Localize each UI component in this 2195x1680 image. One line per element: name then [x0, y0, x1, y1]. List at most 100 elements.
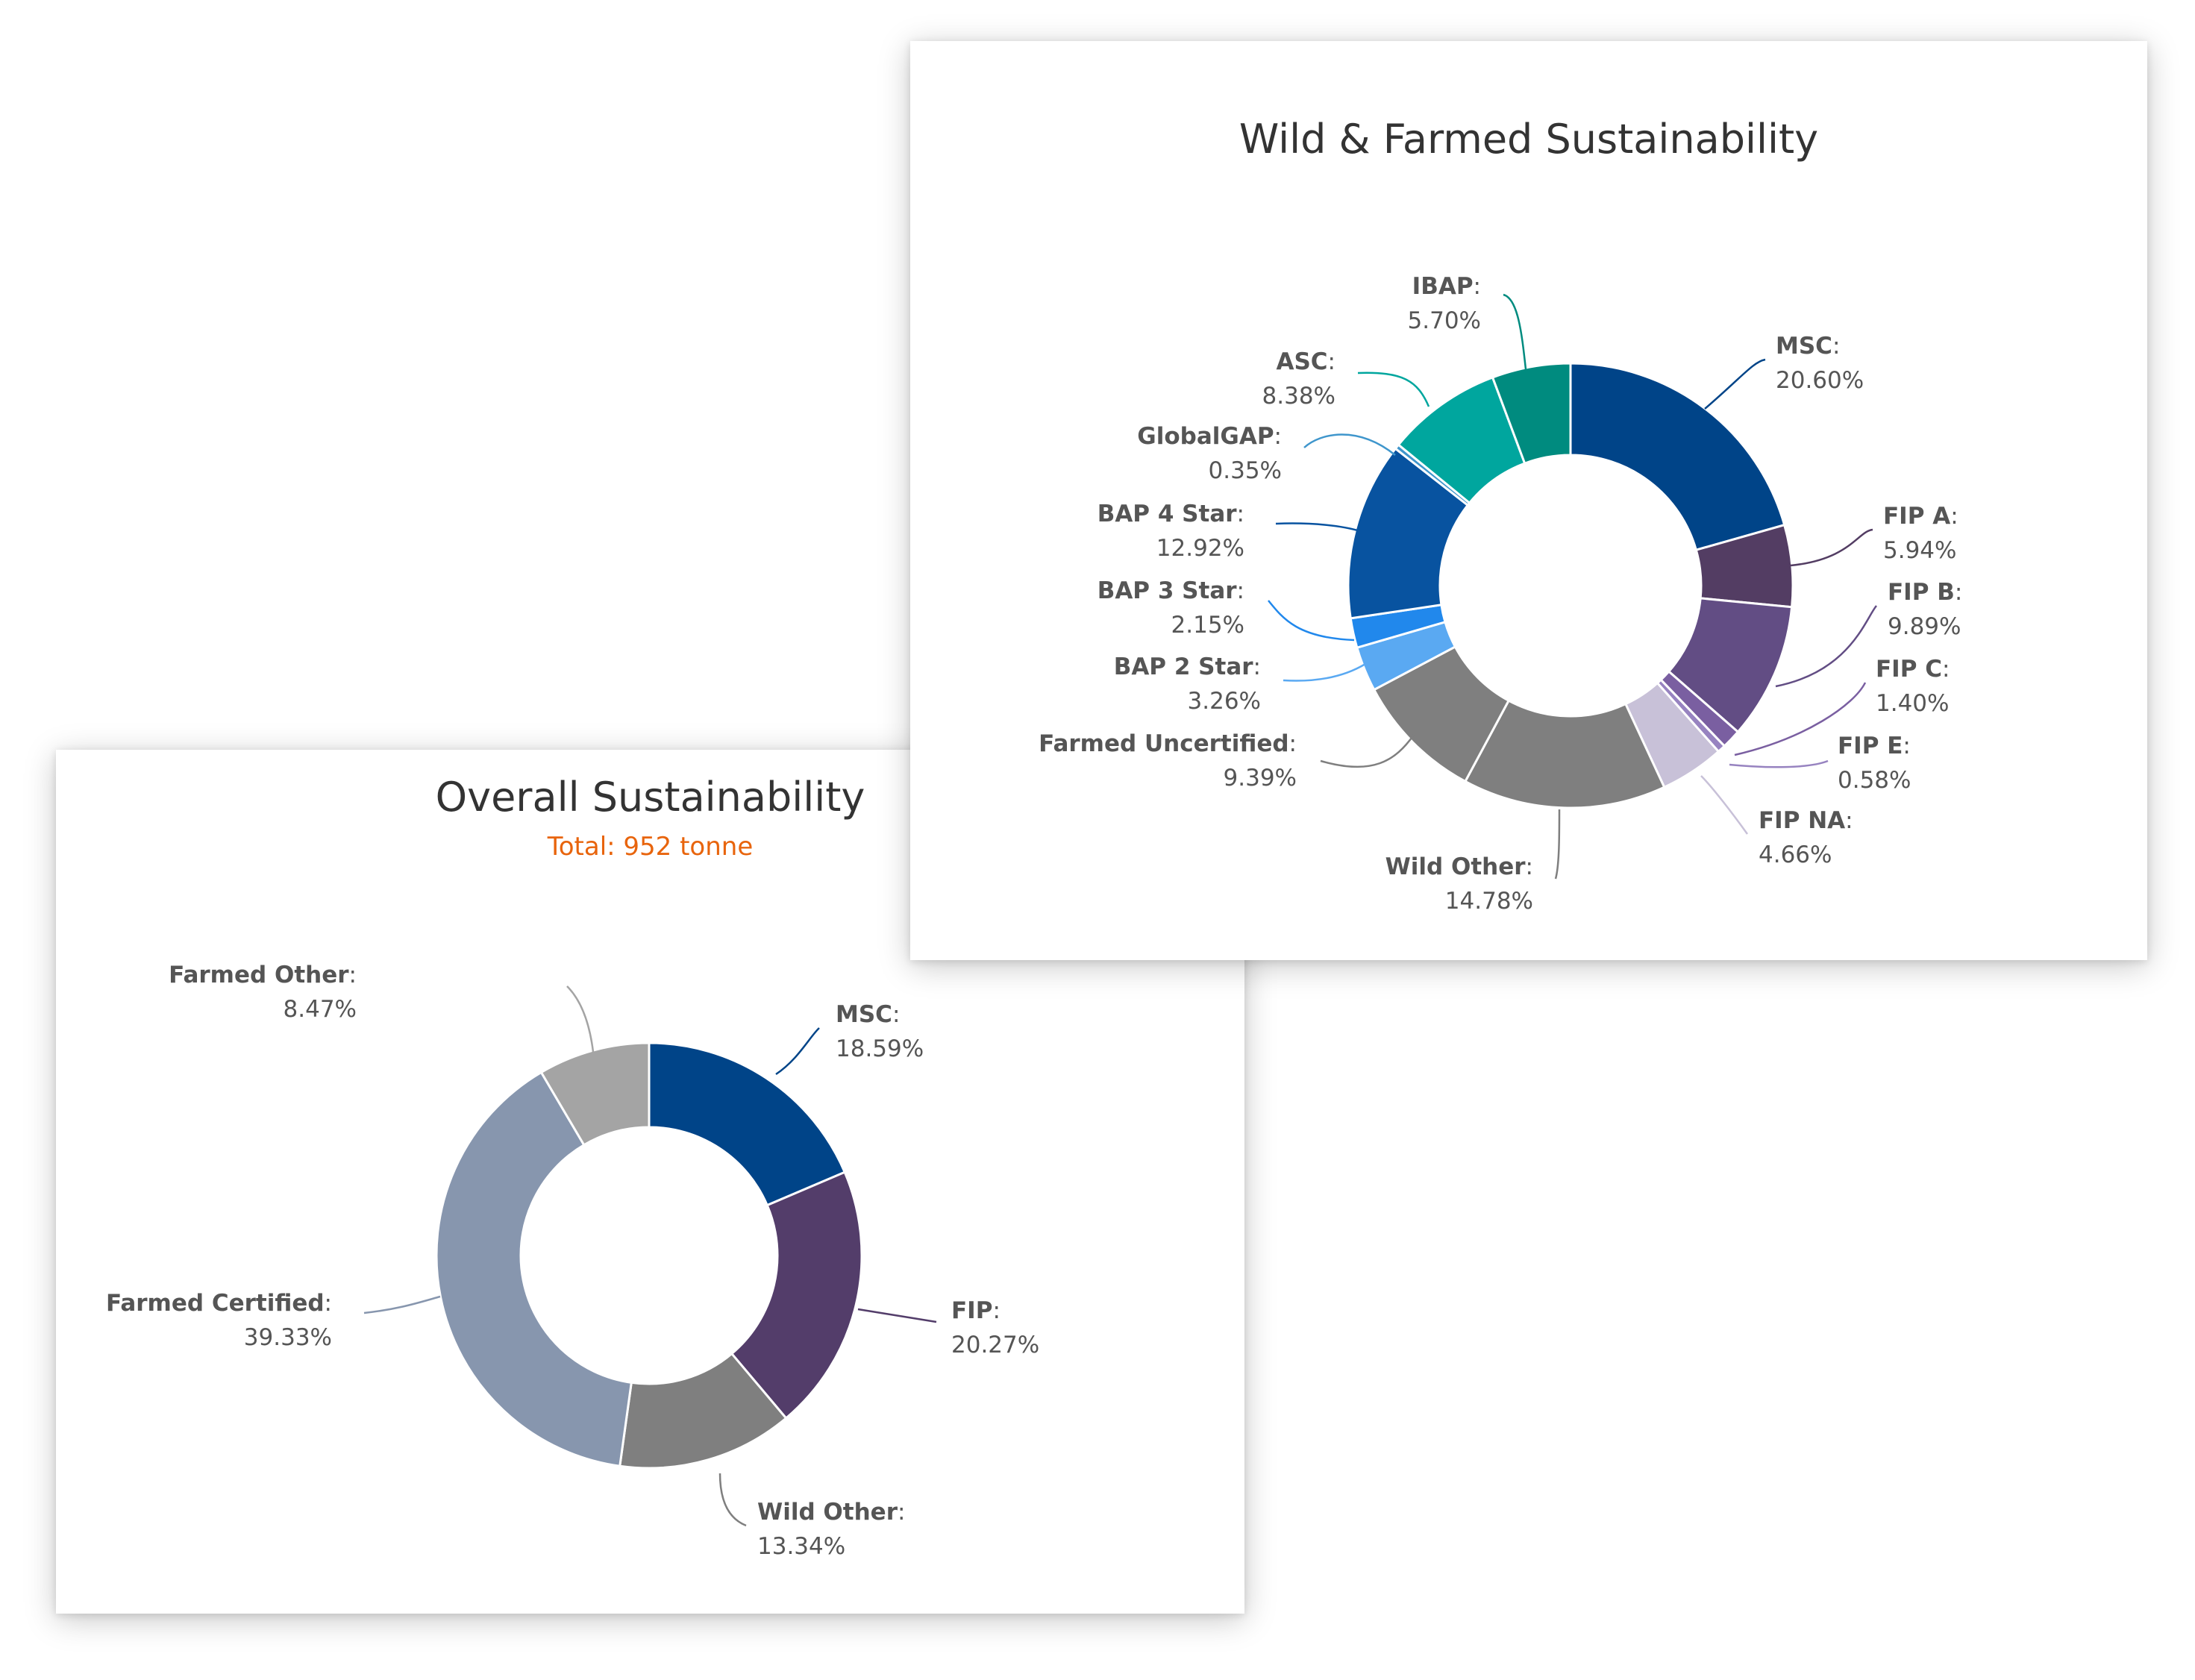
wild-slice-ibap[interactable]: [1491, 362, 1572, 466]
wild-label-value-farmed-uncertified: 9.39%: [1224, 765, 1297, 792]
svg-text:Wild Other:: Wild Other:: [757, 1499, 905, 1526]
wild-label-name-bap-3-star: BAP 3 Star: [1098, 577, 1238, 604]
svg-text:FIP A:: FIP A:: [1883, 503, 1958, 530]
wild-label-name-wild-other: Wild Other: [1385, 853, 1527, 880]
svg-text:MSC:: MSC:: [1776, 333, 1840, 360]
wild-label-name-fip-b: FIP B: [1888, 579, 1955, 606]
wild-label-asc: ASC: 8.38%: [1262, 348, 1336, 410]
overall-slice-farmed-certified[interactable]: [435, 1071, 633, 1467]
overall-connector-fip: [857, 1308, 937, 1323]
wild-connector-fip-e: [1729, 759, 1829, 768]
wild-farmed-sustainability-card: MSC: 20.60% FIP A: 5.94% FIP B: 9.89% FIP C: 1.…: [910, 41, 2147, 960]
wild-connector-fip-a: [1790, 528, 1873, 567]
wild-label-value-msc: 20.60%: [1776, 367, 1864, 394]
overall-label-value-wild-other: 13.34%: [757, 1533, 845, 1560]
svg-text:GlobalGAP:: GlobalGAP:: [1137, 423, 1282, 450]
overall-label-name-fip: FIP: [951, 1297, 992, 1324]
wild-label-value-fip-e: 0.58%: [1838, 767, 1911, 794]
overall-label-value-msc: 18.59%: [836, 1035, 924, 1062]
overall-donut-chart: MSC: 18.59% FIP: 20.27% Wild Other: 13.34% Far…: [106, 962, 1039, 1560]
wild-connector-ibap: [1503, 293, 1527, 370]
wild-connector-fip-c: [1734, 682, 1867, 756]
svg-text:FIP B:: FIP B:: [1888, 579, 1962, 606]
overall-label-name-farmed-other: Farmed Other: [169, 962, 349, 988]
svg-text:BAP 2 Star:: BAP 2 Star:: [1114, 653, 1261, 680]
overall-slice-farmed-other[interactable]: [539, 1041, 651, 1147]
overall-label-name-farmed-certified: Farmed Certified: [106, 1290, 325, 1317]
svg-text:MSC:: MSC:: [836, 1001, 900, 1028]
overall-chart-subtitle: Total: 952 tonne: [547, 832, 754, 862]
wild-label-msc: MSC: 20.60%: [1776, 333, 1864, 394]
wild-slice-wild-other[interactable]: [1463, 699, 1666, 809]
wild-label-fip-a: FIP A: 5.94%: [1883, 503, 1958, 564]
wild-label-bap-2-star: BAP 2 Star: 3.26%: [1114, 653, 1261, 715]
wild-label-value-globalgap: 0.35%: [1209, 457, 1282, 484]
overall-label-name-wild-other: Wild Other: [757, 1499, 898, 1526]
svg-text:Farmed Other:: Farmed Other:: [169, 962, 357, 988]
wild-connector-asc: [1357, 372, 1430, 407]
wild-label-name-msc: MSC: [1776, 333, 1832, 360]
svg-text:Wild Other:: Wild Other:: [1385, 853, 1533, 880]
svg-text:ASC:: ASC:: [1276, 348, 1336, 375]
wild-connector-globalgap: [1303, 433, 1396, 456]
overall-connector-farmed-other: [566, 985, 595, 1053]
wild-connector-bap-3-star: [1268, 600, 1355, 642]
wild-label-fip-b: FIP B: 9.89%: [1888, 579, 1962, 640]
wild-connector-farmed-uncertified: [1320, 734, 1415, 768]
overall-label-msc: MSC: 18.59%: [836, 1001, 924, 1062]
wild-label-name-farmed-uncertified: Farmed Uncertified: [1039, 730, 1288, 757]
wild-label-value-fip-na: 4.66%: [1759, 841, 1832, 868]
overall-label-farmed-certified: Farmed Certified: 39.33%: [106, 1290, 332, 1351]
overall-slice-msc[interactable]: [648, 1041, 847, 1207]
wild-label-globalgap: GlobalGAP: 0.35%: [1137, 423, 1282, 484]
wild-label-value-wild-other: 14.78%: [1445, 888, 1533, 915]
wild-slice-msc[interactable]: [1569, 362, 1786, 552]
wild-farmed-donut-chart: MSC: 20.60% FIP A: 5.94% FIP B: 9.89% FIP C: 1.…: [1039, 273, 1962, 915]
overall-label-value-fip: 20.27%: [951, 1332, 1039, 1358]
overall-label-value-farmed-certified: 39.33%: [244, 1324, 332, 1351]
svg-text:Farmed Certified:: Farmed Certified:: [106, 1290, 332, 1317]
svg-text:BAP 4 Star:: BAP 4 Star:: [1098, 501, 1244, 527]
svg-text:FIP:: FIP:: [951, 1297, 1001, 1324]
wild-label-name-fip-na: FIP NA: [1759, 807, 1845, 834]
wild-label-value-asc: 8.38%: [1262, 383, 1336, 410]
wild-label-value-ibap: 5.70%: [1408, 307, 1481, 334]
wild-connector-bap-4-star: [1275, 522, 1361, 533]
overall-label-value-farmed-other: 8.47%: [284, 996, 357, 1023]
wild-label-name-ibap: IBAP: [1412, 273, 1474, 300]
wild-label-name-bap-4-star: BAP 4 Star: [1098, 501, 1238, 527]
svg-text:BAP 3 Star:: BAP 3 Star:: [1098, 577, 1244, 604]
wild-label-name-fip-c: FIP C: [1876, 656, 1942, 683]
wild-label-name-globalgap: GlobalGAP: [1137, 423, 1274, 450]
svg-text:FIP E:: FIP E:: [1838, 733, 1911, 759]
wild-label-value-bap-4-star: 12.92%: [1156, 535, 1244, 562]
wild-label-fip-c: FIP C: 1.40%: [1876, 656, 1950, 717]
wild-label-value-fip-b: 9.89%: [1888, 613, 1961, 640]
wild-connector-fip-na: [1700, 775, 1749, 835]
wild-label-value-fip-c: 1.40%: [1876, 690, 1949, 717]
overall-label-fip: FIP: 20.27%: [951, 1297, 1039, 1358]
overall-label-wild-other: Wild Other: 13.34%: [757, 1499, 905, 1560]
wild-connector-bap-2-star: [1283, 662, 1366, 682]
wild-connector-fip-b: [1775, 605, 1877, 688]
wild-label-value-bap-2-star: 3.26%: [1188, 688, 1261, 715]
overall-label-farmed-other: Farmed Other: 8.47%: [169, 962, 357, 1023]
wild-label-bap-3-star: BAP 3 Star: 2.15%: [1098, 577, 1244, 639]
wild-farmed-chart-title: Wild & Farmed Sustainability: [1239, 116, 1819, 163]
wild-label-name-asc: ASC: [1276, 348, 1327, 375]
svg-text:Farmed Uncertified:: Farmed Uncertified:: [1039, 730, 1297, 757]
wild-label-farmed-uncertified: Farmed Uncertified: 9.39%: [1039, 730, 1297, 792]
wild-label-ibap: IBAP: 5.70%: [1408, 273, 1481, 334]
svg-text:IBAP:: IBAP:: [1412, 273, 1481, 300]
overall-connector-farmed-certified: [363, 1295, 441, 1314]
overall-slice-fip[interactable]: [730, 1170, 863, 1420]
wild-label-name-fip-e: FIP E: [1838, 733, 1903, 759]
wild-label-value-bap-3-star: 2.15%: [1171, 612, 1244, 639]
overall-connector-wild-other: [718, 1473, 747, 1527]
svg-text:FIP C:: FIP C:: [1876, 656, 1950, 683]
wild-label-value-fip-a: 5.94%: [1883, 537, 1956, 564]
wild-connector-msc: [1704, 358, 1766, 410]
overall-label-name-msc: MSC: [836, 1001, 892, 1028]
wild-label-fip-e: FIP E: 0.58%: [1838, 733, 1911, 794]
svg-text:FIP NA:: FIP NA:: [1759, 807, 1853, 834]
